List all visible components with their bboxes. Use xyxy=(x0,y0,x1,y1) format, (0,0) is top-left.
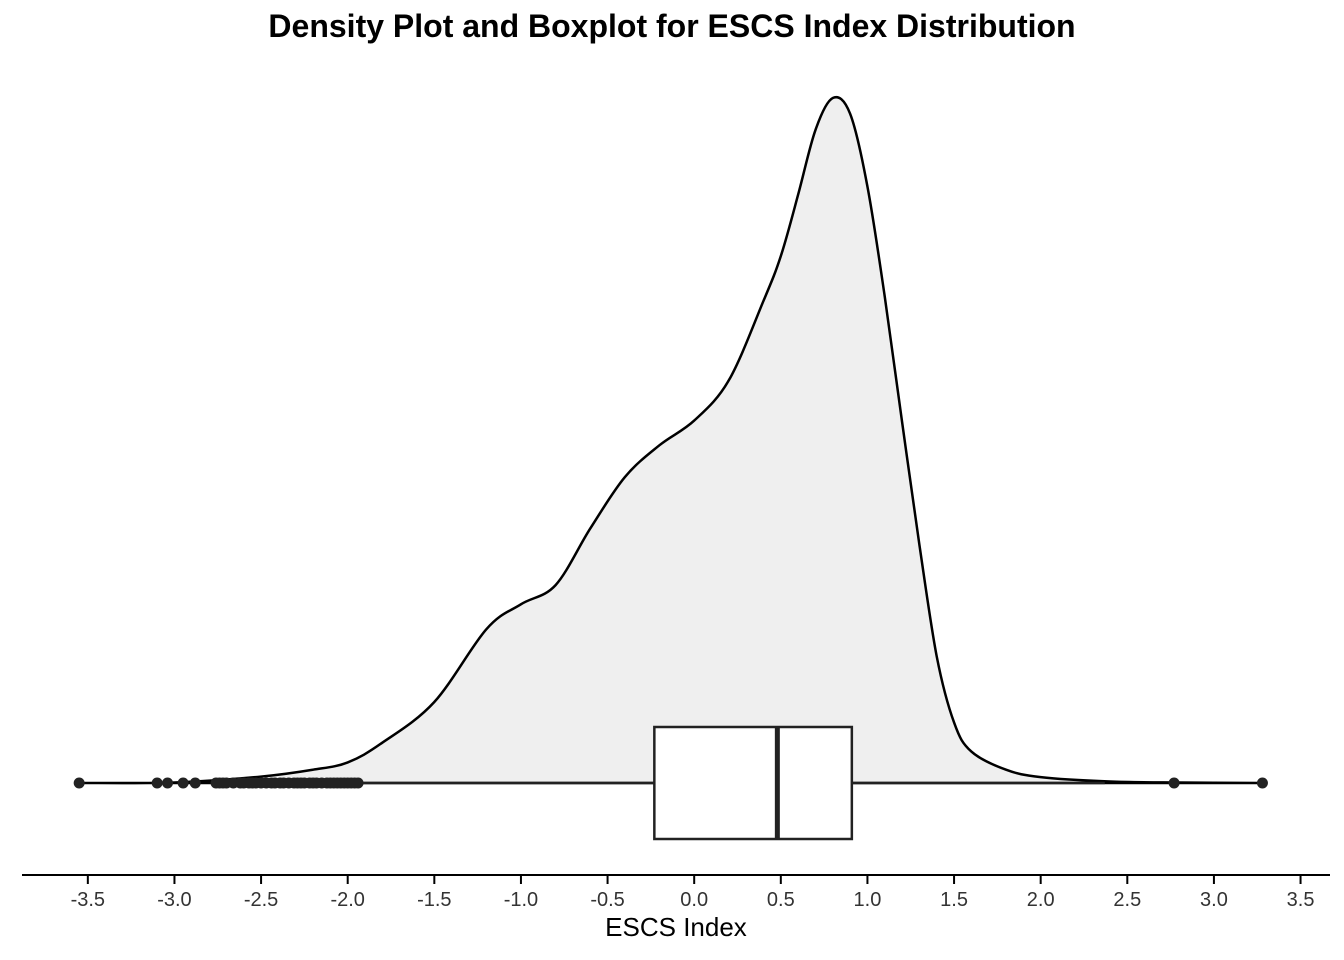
x-tick-label: 3.5 xyxy=(1287,889,1315,911)
x-tick-label: -0.5 xyxy=(590,889,624,911)
outlier-point xyxy=(1256,777,1268,789)
outlier-point xyxy=(189,777,201,789)
x-tick-label: -1.0 xyxy=(504,889,538,911)
x-axis-ticks: -3.5 -3.0 -2.5 -2.0 -1.5 -1.0 -0.5 0.0 0.5 1.0 1.5… xyxy=(71,875,1315,911)
x-tick-label: 0.0 xyxy=(680,889,708,911)
x-tick-label: 3.0 xyxy=(1200,889,1228,911)
x-tick-label: -1.5 xyxy=(417,889,451,911)
outlier-point xyxy=(73,777,85,789)
boxplot-box xyxy=(653,725,854,841)
x-axis-label: ESCS Index xyxy=(605,912,747,942)
outlier-point xyxy=(151,777,163,789)
x-tick-label: 1.0 xyxy=(854,889,882,911)
outlier-point xyxy=(177,777,189,789)
density-curve xyxy=(77,95,1264,785)
outlier-point xyxy=(352,777,364,789)
outlier-points xyxy=(73,777,1268,789)
x-tick-label: 1.5 xyxy=(940,889,968,911)
chart-title: Density Plot and Boxplot for ESCS Index … xyxy=(268,8,1076,44)
x-tick-label: 2.5 xyxy=(1113,889,1141,911)
x-tick-label: 2.0 xyxy=(1027,889,1055,911)
x-tick-label: -2.0 xyxy=(330,889,364,911)
x-tick-label: -2.5 xyxy=(244,889,278,911)
x-tick-label: 0.5 xyxy=(767,889,795,911)
outlier-point xyxy=(1168,777,1180,789)
outlier-point xyxy=(162,777,174,789)
x-tick-label: -3.5 xyxy=(71,889,105,911)
x-tick-label: -3.0 xyxy=(157,889,191,911)
